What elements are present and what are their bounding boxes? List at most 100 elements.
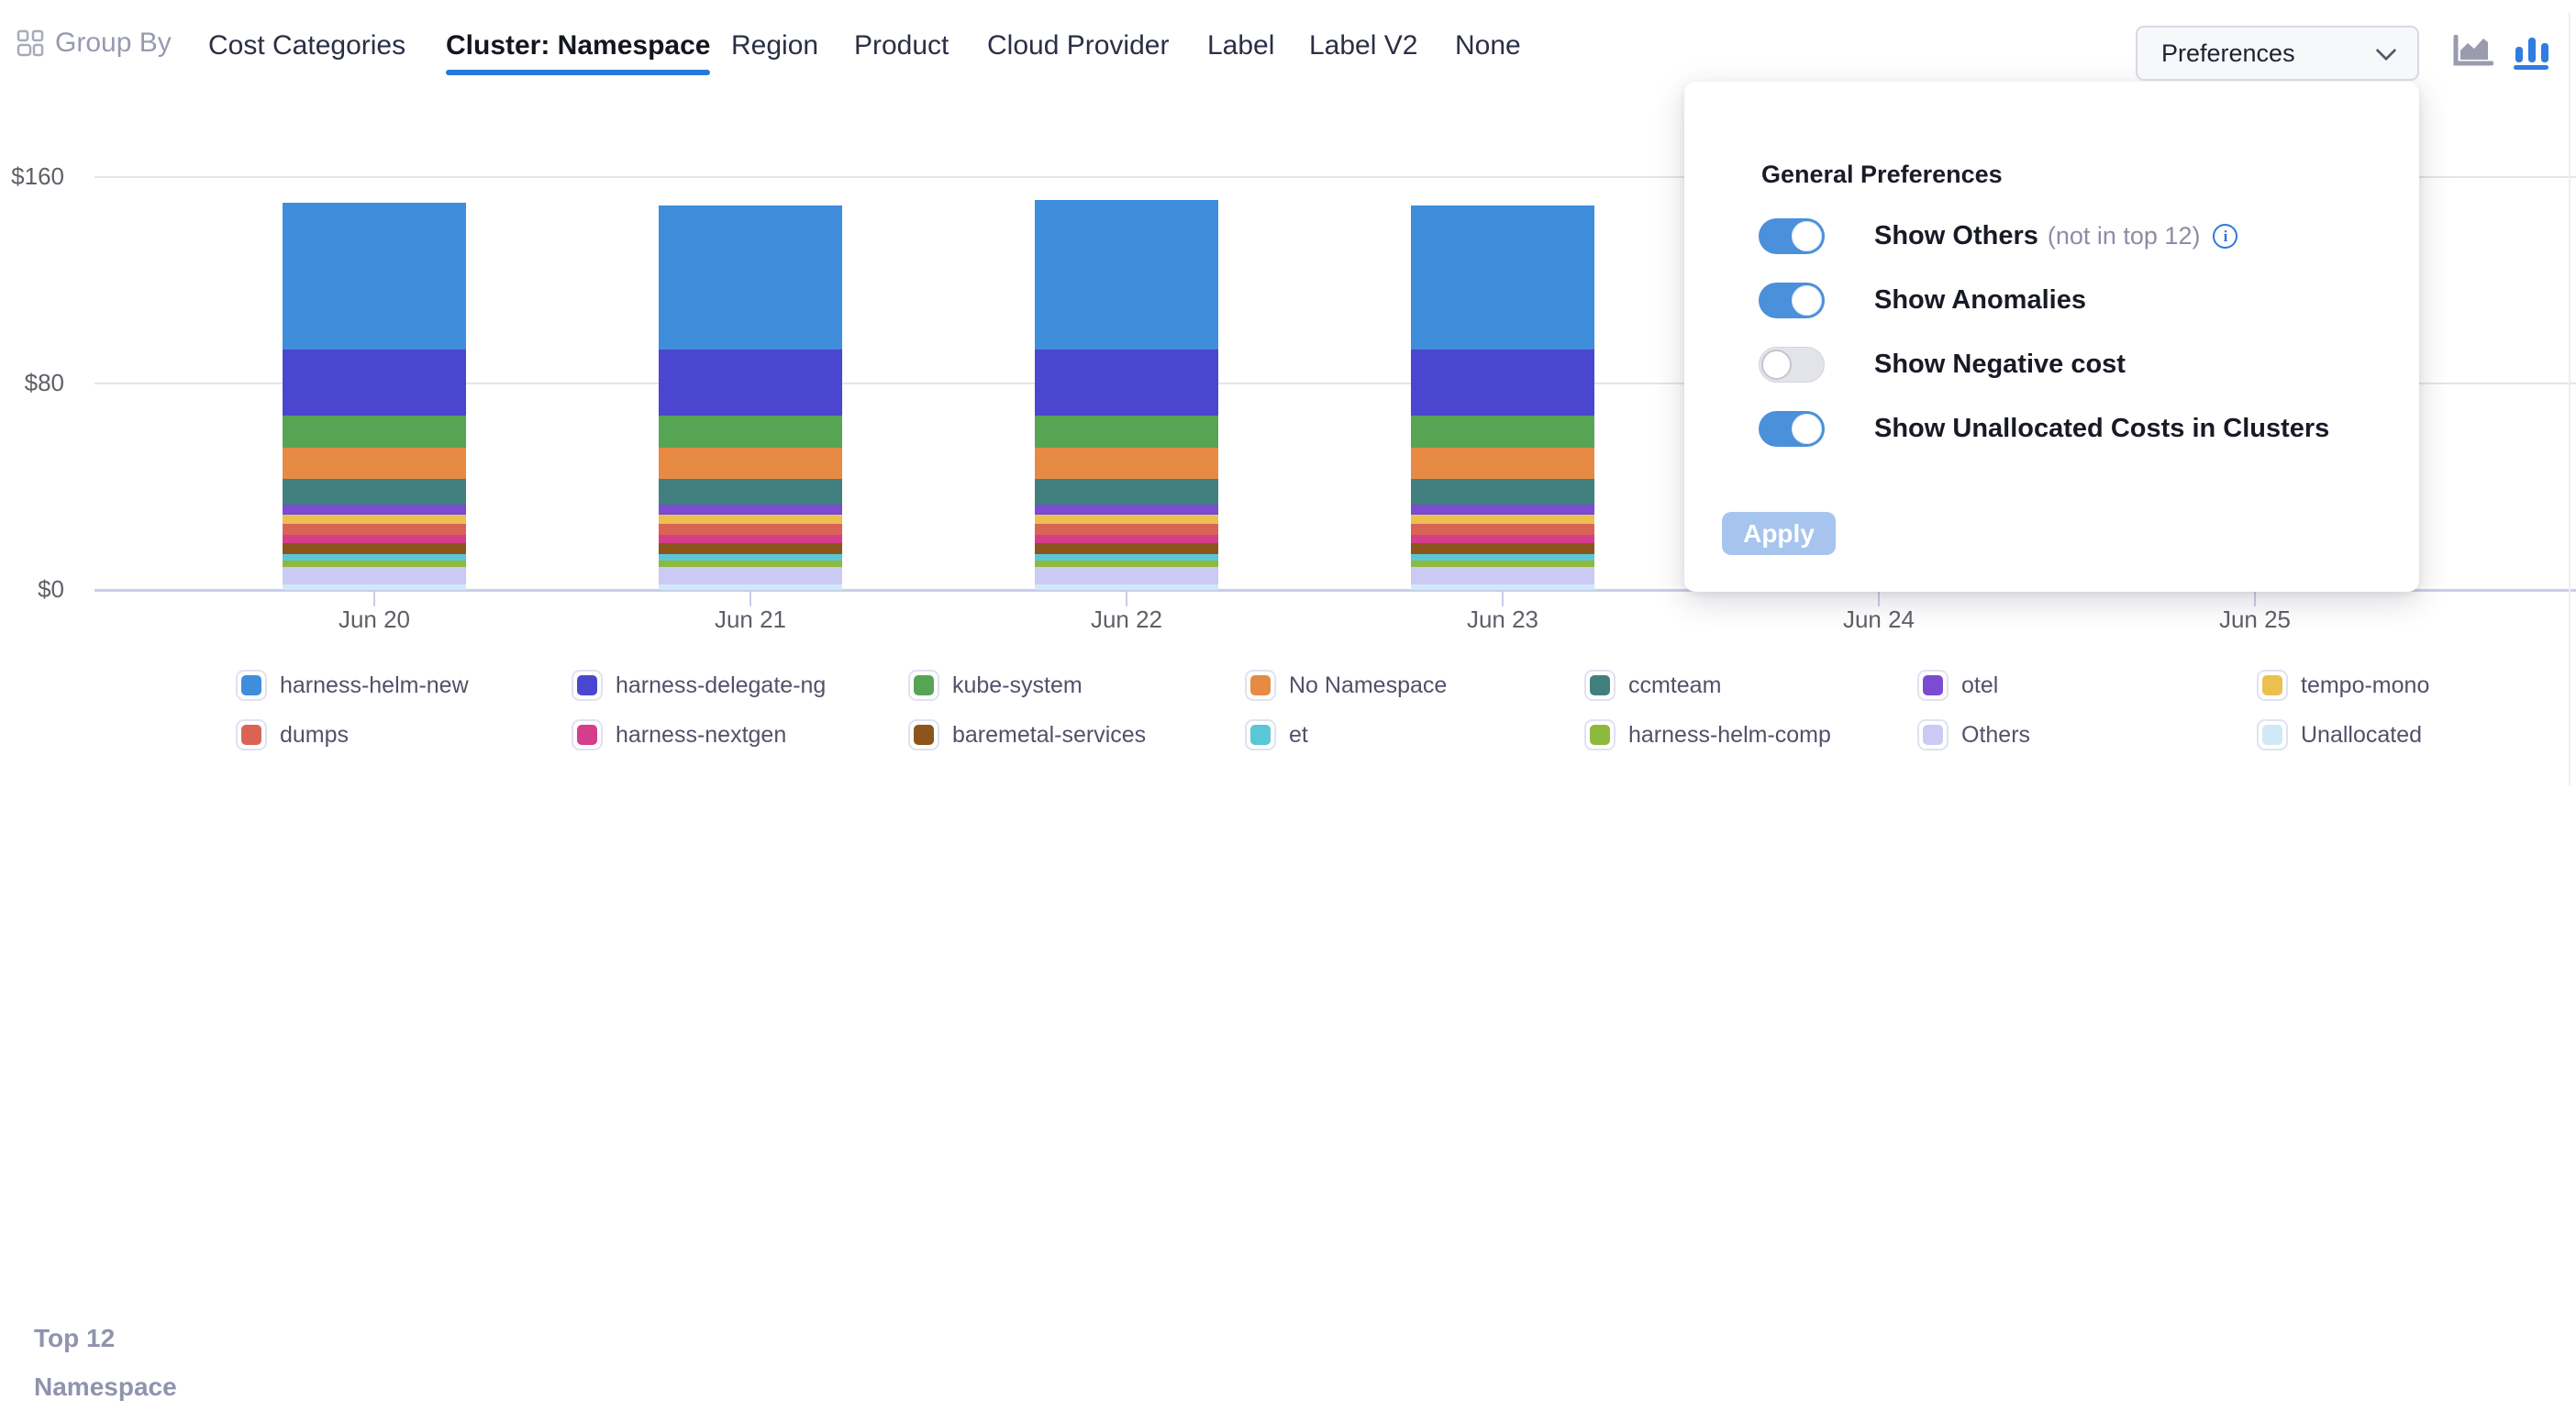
stacked-bar-jun-20[interactable] — [283, 203, 466, 590]
bar-segment-no-namespace[interactable] — [1411, 448, 1594, 480]
bar-segment-harness-delegate-ng[interactable] — [1411, 350, 1594, 417]
bar-segment-harness-helm-comp[interactable] — [283, 560, 466, 567]
bar-segment-others[interactable] — [659, 566, 842, 585]
legend-label: kube-system — [952, 672, 1083, 698]
legend-item-dumps[interactable]: dumps — [236, 719, 349, 750]
bar-segment-harness-helm-new[interactable] — [659, 205, 842, 350]
bar-segment-kube-system[interactable] — [1411, 416, 1594, 449]
bar-segment-no-namespace[interactable] — [659, 448, 842, 480]
tab-cluster-namespace[interactable]: Cluster: Namespace — [446, 28, 711, 75]
bar-segment-others[interactable] — [1035, 566, 1218, 585]
legend-item-no-namespace[interactable]: No Namespace — [1245, 670, 1447, 701]
bar-segment-harness-delegate-ng[interactable] — [1035, 350, 1218, 417]
bar-segment-harness-helm-new[interactable] — [1035, 200, 1218, 350]
bar-segment-no-namespace[interactable] — [1035, 448, 1218, 480]
bar-segment-dumps[interactable] — [659, 524, 842, 535]
bar-segment-harness-nextgen[interactable] — [1411, 534, 1594, 544]
stacked-bar-jun-22[interactable] — [1035, 200, 1218, 590]
legend-item-ccmteam[interactable]: ccmteam — [1584, 670, 1721, 701]
tab-cost-categories[interactable]: Cost Categories — [208, 30, 406, 61]
preferences-button[interactable]: Preferences — [2136, 26, 2419, 81]
bar-segment-harness-helm-new[interactable] — [1411, 205, 1594, 350]
legend-item-harness-delegate-ng[interactable]: harness-delegate-ng — [572, 670, 826, 701]
bar-segment-unallocated[interactable] — [283, 584, 466, 590]
stacked-bar-jun-21[interactable] — [659, 205, 842, 590]
bar-segment-harness-helm-comp[interactable] — [659, 560, 842, 567]
info-icon[interactable]: i — [2213, 224, 2238, 249]
group-by-grid-icon — [17, 29, 44, 57]
bar-segment-unallocated[interactable] — [659, 584, 842, 590]
tab-label-v2[interactable]: Label V2 — [1309, 30, 1418, 61]
tab-none[interactable]: None — [1455, 30, 1521, 61]
bar-segment-tempo-mono[interactable] — [659, 515, 842, 525]
bar-segment-harness-helm-comp[interactable] — [1035, 560, 1218, 567]
bar-segment-otel[interactable] — [1411, 505, 1594, 516]
bar-segment-otel[interactable] — [659, 505, 842, 516]
legend-item-kube-system[interactable]: kube-system — [908, 670, 1083, 701]
tab-label[interactable]: Label — [1207, 30, 1275, 61]
legend-item-otel[interactable]: otel — [1917, 670, 1998, 701]
bar-segment-ccmteam[interactable] — [1035, 479, 1218, 506]
bar-segment-harness-nextgen[interactable] — [659, 534, 842, 544]
bar-segment-ccmteam[interactable] — [1411, 479, 1594, 506]
bar-segment-et[interactable] — [1411, 553, 1594, 561]
bar-chart-icon-active[interactable] — [2514, 35, 2550, 74]
bar-segment-ccmteam[interactable] — [283, 479, 466, 506]
toggle-show-anomalies[interactable] — [1759, 283, 1825, 318]
bar-segment-kube-system[interactable] — [659, 416, 842, 449]
legend-swatch — [908, 719, 939, 750]
legend-item-unallocated[interactable]: Unallocated — [2257, 719, 2422, 750]
x-axis-tick — [1878, 592, 1880, 606]
bar-segment-harness-delegate-ng[interactable] — [283, 350, 466, 417]
stacked-bar-jun-23[interactable] — [1411, 205, 1594, 590]
apply-button[interactable]: Apply — [1722, 512, 1836, 555]
bar-segment-others[interactable] — [1411, 566, 1594, 585]
bar-segment-unallocated[interactable] — [1411, 584, 1594, 590]
legend-item-harness-helm-new[interactable]: harness-helm-new — [236, 670, 469, 701]
legend-item-harness-helm-comp[interactable]: harness-helm-comp — [1584, 719, 1831, 750]
bar-segment-harness-helm-new[interactable] — [283, 203, 466, 350]
legend-label: Others — [1961, 721, 2031, 748]
legend-item-harness-nextgen[interactable]: harness-nextgen — [572, 719, 786, 750]
toggle-show-others[interactable] — [1759, 218, 1825, 254]
x-axis-tick — [1502, 592, 1504, 606]
legend-label: baremetal-services — [952, 721, 1147, 748]
legend-item-tempo-mono[interactable]: tempo-mono — [2257, 670, 2429, 701]
bar-segment-baremetal-services[interactable] — [1411, 543, 1594, 554]
group-by-label: Group By — [55, 28, 172, 58]
legend-item-et[interactable]: et — [1245, 719, 1308, 750]
bar-segment-ccmteam[interactable] — [659, 479, 842, 506]
toggle-show-negative-cost[interactable] — [1759, 347, 1825, 383]
bar-segment-et[interactable] — [283, 553, 466, 561]
bar-segment-baremetal-services[interactable] — [1035, 543, 1218, 554]
bar-segment-baremetal-services[interactable] — [659, 543, 842, 554]
bar-segment-harness-delegate-ng[interactable] — [659, 350, 842, 417]
legend-item-others[interactable]: Others — [1917, 719, 2030, 750]
bar-segment-harness-nextgen[interactable] — [283, 534, 466, 544]
bar-segment-dumps[interactable] — [283, 524, 466, 535]
bar-segment-others[interactable] — [283, 566, 466, 585]
toggle-label: Show Negative cost — [1874, 350, 2126, 379]
bar-segment-otel[interactable] — [1035, 505, 1218, 516]
bar-segment-tempo-mono[interactable] — [283, 515, 466, 525]
bar-segment-kube-system[interactable] — [1035, 416, 1218, 449]
bar-segment-dumps[interactable] — [1035, 524, 1218, 535]
tab-region[interactable]: Region — [731, 30, 819, 61]
bar-segment-baremetal-services[interactable] — [283, 543, 466, 554]
bar-segment-no-namespace[interactable] — [283, 448, 466, 480]
bar-segment-unallocated[interactable] — [1035, 584, 1218, 590]
tab-product[interactable]: Product — [854, 30, 949, 61]
tab-cloud-provider[interactable]: Cloud Provider — [987, 30, 1170, 61]
bar-segment-kube-system[interactable] — [283, 416, 466, 449]
bar-segment-tempo-mono[interactable] — [1035, 515, 1218, 525]
area-chart-icon[interactable] — [2451, 35, 2493, 68]
bar-segment-otel[interactable] — [283, 505, 466, 516]
bar-segment-harness-nextgen[interactable] — [1035, 534, 1218, 544]
toggle-show-unallocated-costs-in-clusters[interactable] — [1759, 411, 1825, 447]
bar-segment-dumps[interactable] — [1411, 524, 1594, 535]
bar-segment-harness-helm-comp[interactable] — [1411, 560, 1594, 567]
bar-segment-tempo-mono[interactable] — [1411, 515, 1594, 525]
bar-segment-et[interactable] — [1035, 553, 1218, 561]
bar-segment-et[interactable] — [659, 553, 842, 561]
legend-item-baremetal-services[interactable]: baremetal-services — [908, 719, 1146, 750]
